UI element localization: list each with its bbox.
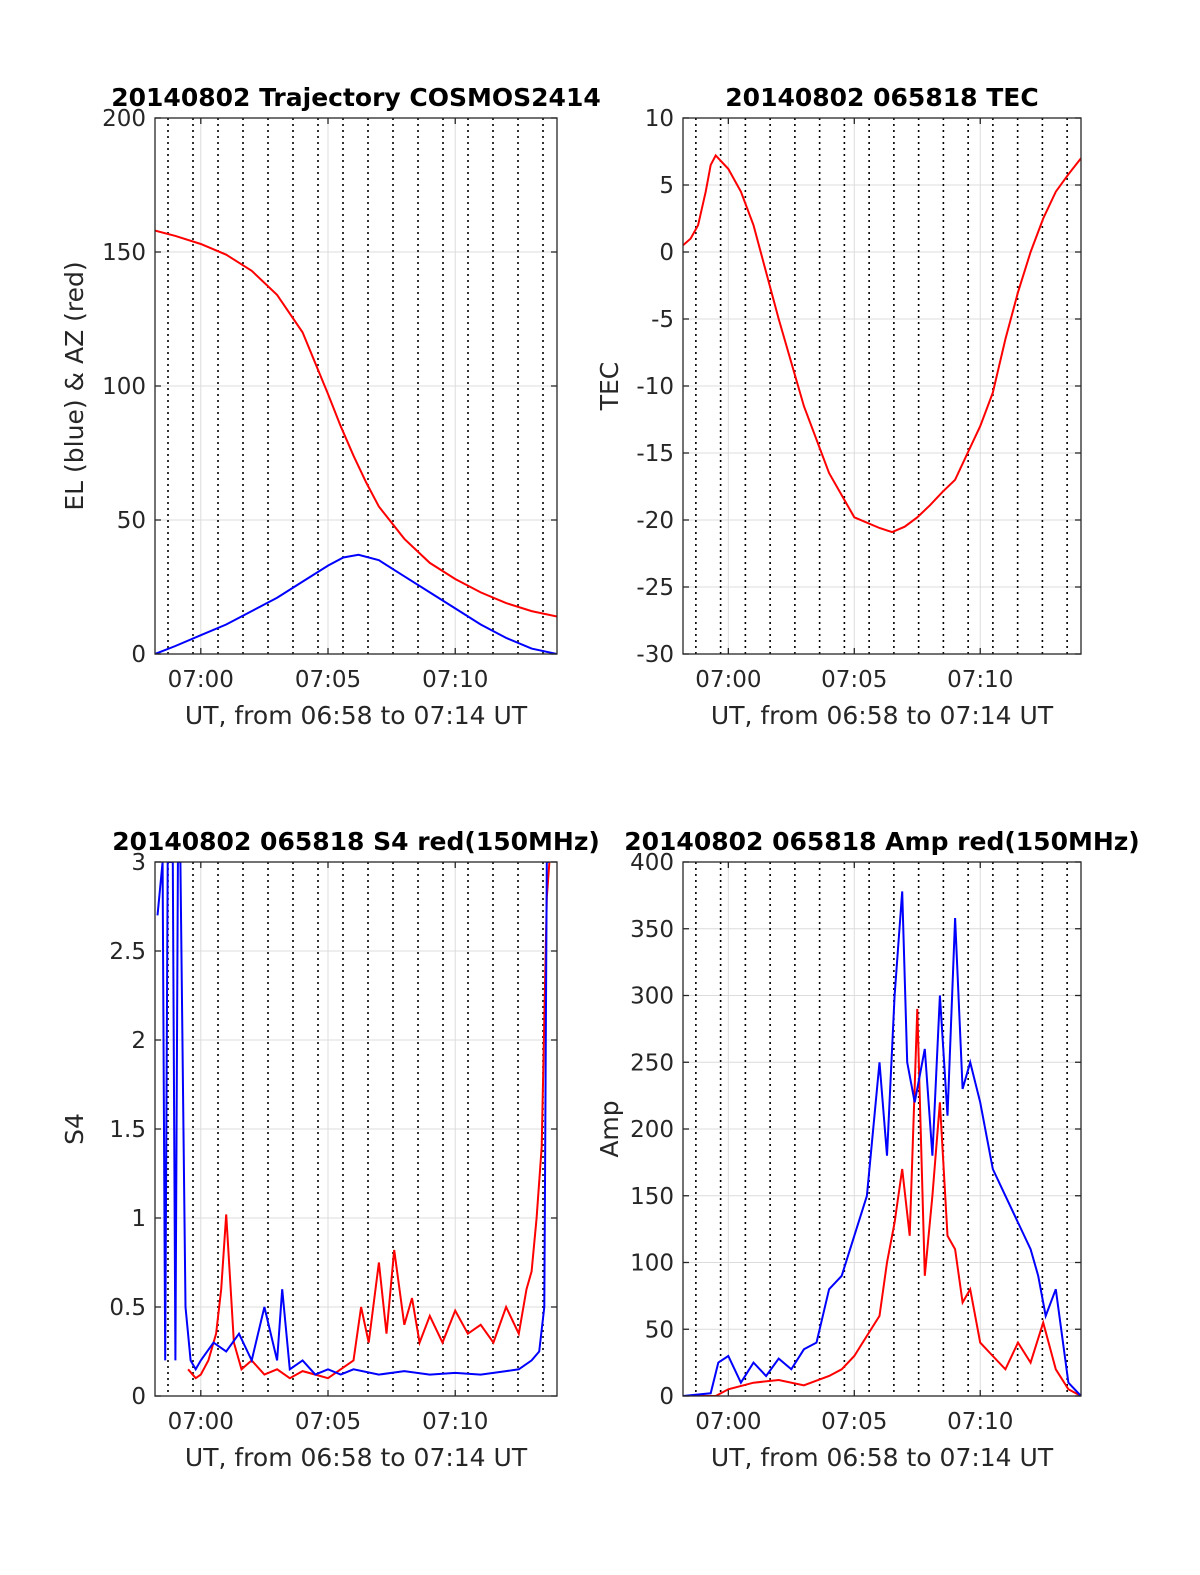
chart-panel-1: 0 50 100 150 200 07:00 07:05 07:10 20140802 Traj… — [60, 83, 601, 730]
y-tick-label: 2 — [131, 1028, 146, 1054]
y-tick-label: 1 — [131, 1206, 146, 1232]
x-axis-label: UT, from 06:58 to 07:14 UT — [185, 701, 528, 730]
series-line-2 — [155, 553, 557, 654]
chart-title: 20140802 065818 Amp red(150MHz) — [624, 827, 1140, 856]
y-tick-label: 300 — [630, 984, 674, 1010]
series-line-1 — [187, 862, 551, 1380]
series-line-1 — [683, 153, 1081, 534]
y-tick-label: 2.5 — [109, 939, 146, 965]
x-axis-label: UT, from 06:58 to 07:14 UT — [711, 701, 1054, 730]
y-tick-label: 150 — [630, 1184, 674, 1210]
chart-panel-2: -30 -25 -20 -15 -10 -5 0 5 10 07:00 07:05 07:10 2014… — [595, 83, 1082, 730]
y-tick-label: 5 — [659, 173, 674, 199]
y-tick-label: 0 — [659, 240, 674, 266]
x-tick-label: 07:05 — [821, 667, 887, 693]
x-tick-label: 07:05 — [821, 1409, 887, 1435]
x-axis-label: UT, from 06:58 to 07:14 UT — [185, 1443, 528, 1472]
x-tick-label: 07:00 — [695, 1409, 761, 1435]
y-tick-label: -15 — [636, 441, 674, 467]
y-axis-label: Amp — [595, 1100, 624, 1157]
y-axis-label: EL (blue) & AZ (red) — [60, 261, 89, 510]
y-tick-label: 150 — [102, 240, 146, 266]
x-tick-label: 07:00 — [168, 667, 234, 693]
y-tick-label: 50 — [645, 1317, 674, 1343]
y-tick-label: 200 — [630, 1117, 674, 1143]
y-tick-label: 200 — [102, 106, 146, 132]
y-axis-label: TEC — [595, 362, 624, 412]
y-tick-label: 0.5 — [109, 1295, 146, 1321]
y-tick-label: 0 — [131, 1384, 146, 1410]
series-line-2 — [683, 891, 1081, 1396]
y-axis-label: S4 — [60, 1113, 89, 1145]
y-tick-label: 400 — [630, 850, 674, 876]
x-tick-label: 07:05 — [295, 1409, 361, 1435]
y-tick-label: -20 — [636, 508, 674, 534]
y-tick-label: 250 — [630, 1050, 674, 1076]
x-tick-label: 07:10 — [422, 667, 488, 693]
x-tick-label: 07:00 — [695, 667, 761, 693]
y-tick-label: 100 — [630, 1251, 674, 1277]
y-tick-label: 3 — [131, 850, 146, 876]
series-line-1 — [683, 1008, 1081, 1396]
chart-title: 20140802 Trajectory COSMOS2414 — [111, 83, 601, 112]
x-tick-label: 07:10 — [422, 1409, 488, 1435]
chart-panel-3: 0 0.5 1 1.5 2 2.5 3 07:00 07:05 07:10 20140802 065… — [60, 827, 600, 1472]
y-tick-label: 10 — [645, 106, 674, 132]
x-axis-label: UT, from 06:58 to 07:14 UT — [711, 1443, 1054, 1472]
series-line-1 — [155, 229, 557, 618]
chart-title: 20140802 065818 S4 red(150MHz) — [112, 827, 600, 856]
y-tick-label: 350 — [630, 917, 674, 943]
y-tick-label: 1.5 — [109, 1117, 146, 1143]
y-tick-label: -5 — [651, 307, 674, 333]
y-tick-label: -10 — [636, 374, 674, 400]
series-line-2 — [156, 862, 550, 1376]
y-tick-label: -25 — [636, 575, 674, 601]
y-tick-label: 0 — [131, 642, 146, 668]
x-tick-label: 07:10 — [947, 667, 1013, 693]
y-tick-label: 50 — [117, 508, 146, 534]
x-tick-label: 07:00 — [168, 1409, 234, 1435]
y-tick-label: 100 — [102, 374, 146, 400]
y-tick-label: -30 — [636, 642, 674, 668]
y-tick-label: 0 — [659, 1384, 674, 1410]
x-tick-label: 07:05 — [295, 667, 361, 693]
x-tick-label: 07:10 — [947, 1409, 1013, 1435]
chart-title: 20140802 065818 TEC — [725, 83, 1038, 112]
chart-panel-4: 0 50 100 150 200 250 300 350 400 07:00 07:05 07:10 2… — [595, 827, 1140, 1472]
